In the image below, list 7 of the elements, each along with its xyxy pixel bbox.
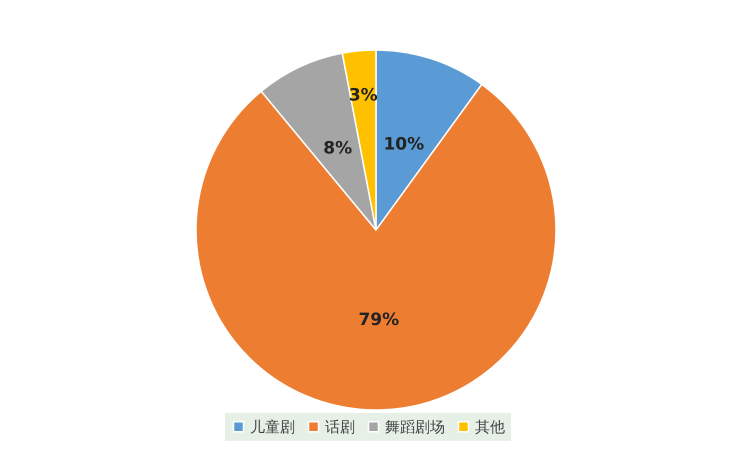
data-label: 79% xyxy=(358,310,400,330)
data-label: 10% xyxy=(383,134,424,154)
data-label: 8% xyxy=(323,138,352,159)
legend-label: 话剧 xyxy=(325,418,355,436)
legend-label: 儿童剧 xyxy=(250,418,295,436)
legend-label: 舞蹈剧场 xyxy=(385,418,445,436)
legend-label: 其他 xyxy=(475,418,505,436)
